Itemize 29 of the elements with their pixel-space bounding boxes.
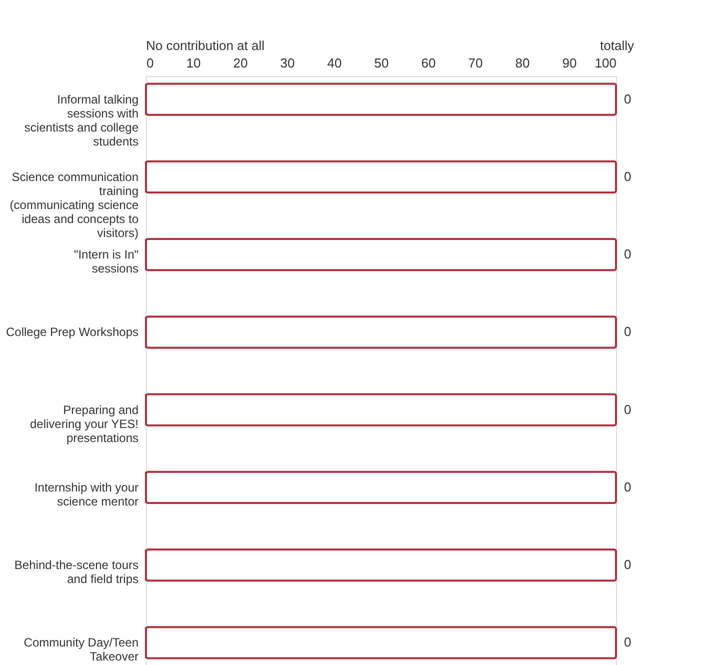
y-tick-label: Behind-the-scene tours and field trips [14, 558, 138, 586]
data-label: 0 [624, 91, 632, 106]
text: No contribution at all [146, 38, 265, 53]
y-tick-label: College Prep Workshops [6, 325, 138, 340]
x-tick-label: 70 [468, 56, 483, 70]
y-tick-label: Informal talking sessions with scientists and college students [24, 92, 139, 148]
y-tick-label: "Intern is In" sessions [74, 248, 138, 276]
x-tick-label: 90 [562, 56, 577, 70]
data-label: 0 [624, 168, 632, 184]
x-tick-label: 40 [327, 56, 342, 70]
y-tick-label: Internship with your science mentor [34, 480, 138, 508]
data-label: 0 [624, 479, 632, 494]
x-tick-label: 10 [186, 56, 201, 70]
data-label: 0 [624, 634, 632, 650]
x-tick-label: 60 [421, 56, 436, 70]
data-label: 0 [624, 557, 632, 572]
y-tick-label: Preparing and delivering your YES! presentations [30, 402, 138, 445]
x-tick-label: 100 [594, 56, 616, 70]
y-tick-label: Science communication training (communicating science ideas and concepts to visitors) [10, 170, 139, 240]
y-tick-label: Community Day/Teen Takeover [24, 636, 138, 664]
data-label: 0 [624, 324, 632, 340]
x-tick-label: 20 [233, 56, 248, 70]
text: totally [600, 38, 634, 53]
data-label: 0 [624, 402, 632, 417]
x-tick-label: 50 [374, 56, 389, 70]
x-tick-label: 0 [146, 56, 154, 70]
x-tick-label: 80 [515, 56, 530, 70]
x-tick-label: 30 [280, 56, 295, 70]
data-label: 0 [624, 246, 632, 262]
